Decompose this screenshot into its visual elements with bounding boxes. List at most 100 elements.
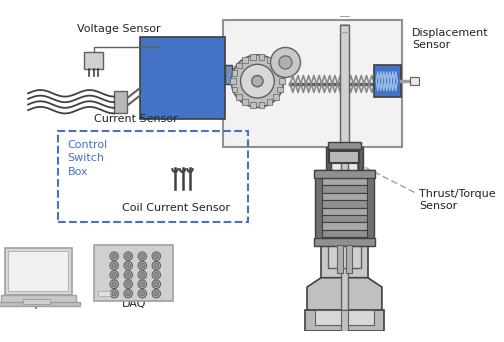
Bar — [322, 177, 367, 185]
Circle shape — [140, 254, 145, 259]
Bar — [94, 245, 173, 301]
Bar — [232, 70, 237, 76]
Circle shape — [154, 291, 159, 296]
Bar — [273, 63, 279, 68]
Text: DAQ: DAQ — [121, 299, 146, 309]
Circle shape — [126, 254, 131, 259]
Circle shape — [140, 263, 145, 268]
Polygon shape — [307, 278, 382, 311]
Circle shape — [126, 291, 131, 296]
Text: Coil Current Sensor: Coil Current Sensor — [121, 203, 230, 213]
Circle shape — [110, 271, 118, 279]
Circle shape — [112, 282, 116, 287]
Bar — [58, 131, 248, 222]
Bar — [314, 170, 326, 245]
Circle shape — [126, 273, 131, 277]
Bar — [328, 245, 361, 268]
Circle shape — [124, 280, 133, 288]
Circle shape — [152, 289, 161, 298]
Bar — [259, 54, 265, 60]
Bar — [278, 70, 283, 76]
Text: Computer: Computer — [10, 299, 65, 309]
Bar — [278, 87, 283, 92]
Circle shape — [112, 273, 116, 277]
Circle shape — [152, 280, 161, 288]
Bar — [230, 78, 236, 84]
Bar — [225, 65, 232, 84]
Bar — [322, 237, 367, 245]
Bar — [305, 311, 384, 331]
Text: Current Sensor: Current Sensor — [94, 114, 177, 124]
Bar — [341, 311, 348, 331]
Circle shape — [110, 289, 118, 298]
Text: Control
Switch
Box: Control Switch Box — [68, 140, 108, 176]
Circle shape — [152, 261, 161, 270]
Bar — [279, 78, 285, 84]
Circle shape — [110, 261, 118, 270]
Bar — [322, 223, 367, 230]
Bar — [313, 170, 375, 177]
Bar — [410, 77, 419, 85]
Circle shape — [138, 289, 147, 298]
Bar — [223, 20, 403, 147]
Bar — [236, 94, 241, 100]
Bar — [322, 170, 367, 177]
Circle shape — [110, 252, 118, 260]
Bar — [259, 102, 265, 108]
Circle shape — [124, 289, 133, 298]
Circle shape — [124, 271, 133, 279]
Bar — [321, 245, 368, 278]
Circle shape — [231, 55, 284, 107]
Circle shape — [112, 291, 116, 296]
Bar — [341, 147, 348, 311]
Circle shape — [154, 282, 159, 287]
Bar — [331, 147, 357, 217]
Circle shape — [140, 282, 145, 287]
Bar — [313, 238, 375, 246]
Bar — [250, 102, 256, 108]
Circle shape — [112, 263, 116, 268]
Bar — [322, 215, 367, 223]
Bar — [1, 294, 76, 302]
Bar — [322, 230, 367, 237]
Bar — [114, 91, 128, 113]
Bar — [232, 87, 237, 92]
Circle shape — [154, 254, 159, 259]
Circle shape — [154, 273, 159, 277]
Bar — [267, 100, 272, 105]
Circle shape — [140, 273, 145, 277]
Text: Thrust/Torque
Sensor: Thrust/Torque Sensor — [419, 189, 496, 211]
Circle shape — [112, 254, 116, 259]
Circle shape — [279, 56, 292, 69]
Bar — [326, 147, 331, 219]
Circle shape — [138, 271, 147, 279]
Bar — [322, 208, 367, 215]
Bar — [267, 57, 272, 63]
Circle shape — [126, 282, 131, 287]
Circle shape — [152, 271, 161, 279]
Bar — [322, 200, 367, 208]
Bar — [363, 170, 374, 245]
Bar — [340, 25, 349, 147]
Circle shape — [124, 261, 133, 270]
Bar — [5, 248, 72, 294]
Circle shape — [126, 263, 131, 268]
Circle shape — [138, 280, 147, 288]
Bar — [98, 291, 109, 297]
Bar — [330, 152, 359, 162]
Bar — [273, 94, 279, 100]
Circle shape — [124, 252, 133, 260]
Text: Displacement
Sensor: Displacement Sensor — [412, 28, 488, 50]
Circle shape — [138, 252, 147, 260]
Bar — [84, 52, 103, 69]
Bar — [250, 54, 256, 60]
Circle shape — [140, 291, 145, 296]
Circle shape — [240, 64, 274, 98]
Bar — [328, 142, 361, 149]
Bar — [236, 63, 241, 68]
Circle shape — [138, 261, 147, 270]
Bar — [9, 251, 69, 291]
Circle shape — [271, 48, 300, 77]
Bar — [141, 37, 225, 119]
Bar — [0, 302, 80, 306]
